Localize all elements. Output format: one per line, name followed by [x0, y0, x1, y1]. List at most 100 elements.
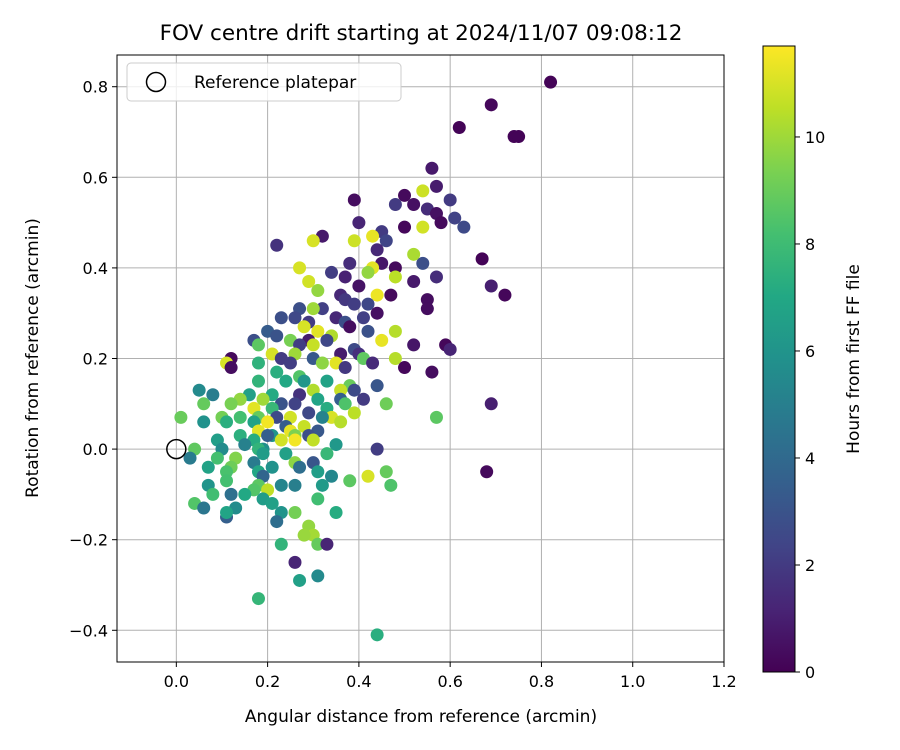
data-point: [484, 279, 498, 293]
colorbar-tick-label: 8: [805, 235, 815, 254]
data-point: [315, 356, 329, 370]
data-point: [334, 415, 348, 429]
data-point: [347, 234, 361, 248]
legend-box: [126, 62, 402, 102]
colorbar-ticks: 0 2 4 6 8 10: [795, 128, 825, 682]
data-point: [356, 392, 370, 406]
data-point: [379, 234, 393, 248]
colorbar-label: Hours from first FF file: [844, 264, 864, 454]
data-point: [311, 284, 325, 298]
data-point: [288, 311, 302, 325]
data-point: [297, 320, 311, 334]
data-point: [288, 397, 302, 411]
data-point: [347, 193, 361, 207]
data-point: [416, 184, 430, 198]
data-point: [311, 465, 325, 479]
data-point: [425, 365, 439, 379]
legend-label-reference: Reference platepar: [194, 73, 356, 93]
x-tick-label: 0.6: [437, 672, 462, 691]
data-point: [315, 302, 329, 316]
data-point: [288, 555, 302, 569]
colorbar-tick-label: 6: [805, 342, 815, 361]
data-point: [201, 460, 215, 474]
x-axis-ticks: 0.0 0.2 0.4 0.6 0.8 1.0 1.2: [164, 662, 737, 691]
data-point: [274, 433, 288, 447]
grid: [117, 55, 725, 662]
data-point: [238, 487, 252, 501]
data-point: [302, 274, 316, 288]
colorbar-tick-label: 0: [805, 663, 815, 682]
data-point: [261, 429, 275, 443]
data-point: [352, 216, 366, 230]
data-point: [261, 415, 275, 429]
data-point: [306, 234, 320, 248]
data-point: [398, 361, 412, 375]
data-point: [334, 383, 348, 397]
data-point: [366, 356, 380, 370]
data-point: [420, 293, 434, 307]
data-point: [498, 288, 512, 302]
data-point: [370, 442, 384, 456]
data-point: [361, 265, 375, 279]
data-point: [270, 238, 284, 252]
reference-platepar-point: [166, 438, 187, 460]
data-point: [293, 460, 307, 474]
data-point: [343, 474, 357, 488]
data-point: [544, 75, 558, 89]
data-point: [338, 361, 352, 375]
data-point: [206, 388, 220, 402]
data-point: [288, 506, 302, 520]
x-tick-label: 1.0: [620, 672, 645, 691]
data-point: [210, 451, 224, 465]
data-point: [379, 397, 393, 411]
data-point: [512, 130, 526, 144]
data-point: [279, 374, 293, 388]
data-point: [224, 487, 238, 501]
data-point: [434, 216, 448, 230]
data-point: [315, 478, 329, 492]
chart-title: FOV centre drift starting at 2024/11/07 …: [160, 21, 683, 46]
y-tick-label: −0.2: [69, 531, 108, 550]
data-point: [366, 229, 380, 243]
data-point: [384, 288, 398, 302]
y-tick-label: 0.2: [83, 350, 108, 369]
data-point: [420, 302, 434, 316]
data-point: [270, 365, 284, 379]
data-point: [370, 379, 384, 393]
data-point: [279, 447, 293, 461]
data-point: [343, 256, 357, 270]
data-point: [407, 197, 421, 211]
data-point: [311, 537, 325, 551]
colorbar-gradient: [762, 45, 796, 673]
y-tick-label: 0.4: [83, 259, 108, 278]
data-point: [361, 324, 375, 338]
data-point: [484, 397, 498, 411]
legend-marker-reference: [145, 71, 167, 93]
colorbar-tick-label: 2: [805, 556, 815, 575]
data-point: [238, 438, 252, 452]
data-point: [297, 528, 311, 542]
data-point: [370, 306, 384, 320]
data-point: [443, 342, 457, 356]
data-point: [320, 537, 334, 551]
data-point: [256, 392, 270, 406]
x-tick-label: 0.8: [529, 672, 554, 691]
data-point: [388, 352, 402, 365]
data-point: [293, 573, 307, 587]
data-point: [398, 220, 412, 234]
y-tick-label: −0.4: [69, 621, 108, 640]
data-point: [288, 478, 302, 492]
data-point: [388, 270, 402, 284]
data-point: [220, 474, 234, 488]
data-point: [224, 397, 238, 411]
data-point: [429, 179, 443, 193]
data-point: [416, 220, 430, 234]
data-point: [347, 297, 361, 311]
data-point: [361, 297, 375, 311]
data-point: [274, 478, 288, 492]
data-point: [311, 492, 325, 506]
colorbar-tick-label: 10: [805, 128, 825, 147]
x-tick-label: 0.2: [255, 672, 280, 691]
data-point: [429, 410, 443, 424]
data-point: [388, 261, 402, 275]
